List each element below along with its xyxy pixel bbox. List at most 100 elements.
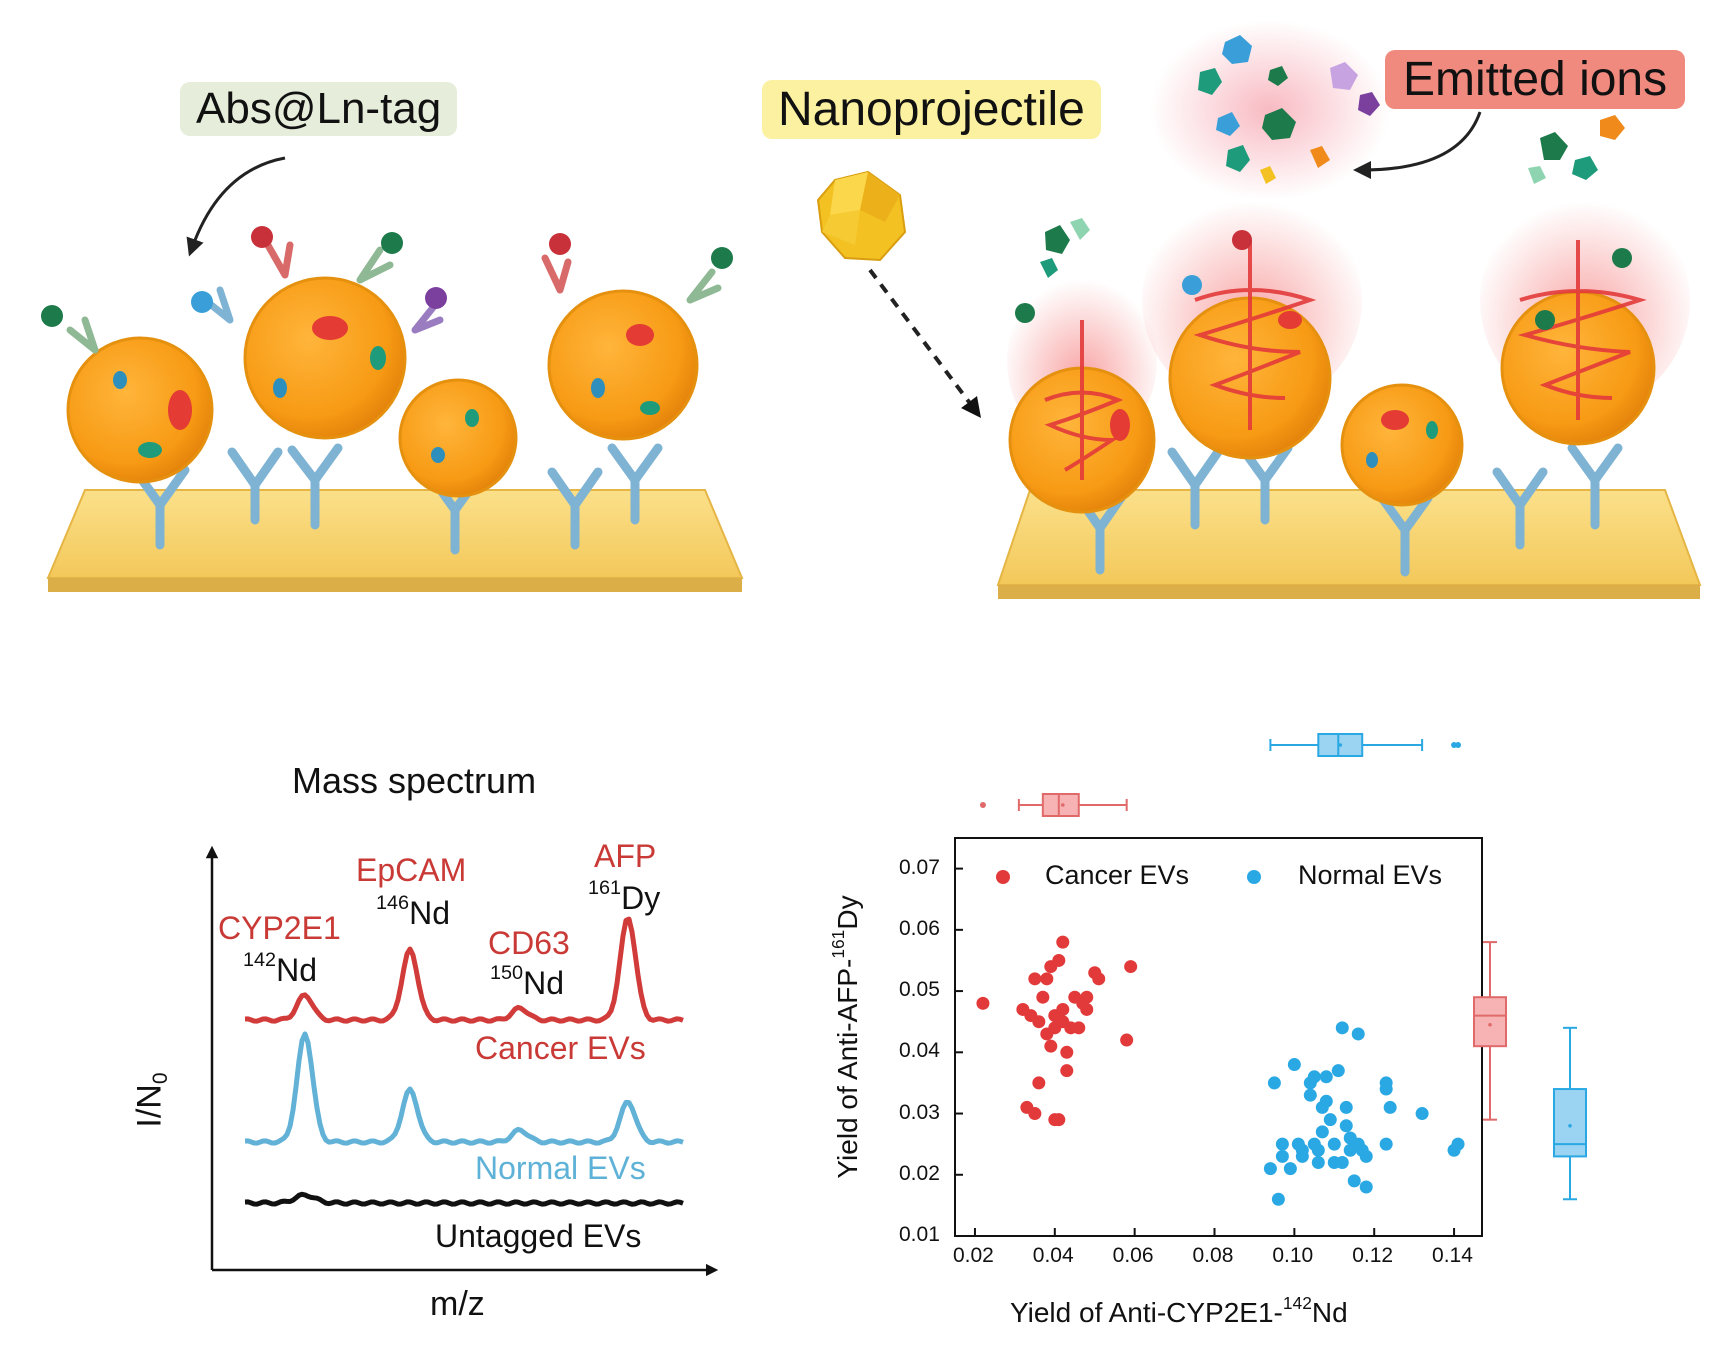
scatter-point [1052,953,1066,967]
ln-tags-right [1015,230,1632,330]
y-tick-label: 0.07 [899,855,940,879]
spectrum-title: Mass spectrum [292,760,537,801]
scatter-point [1379,1076,1393,1090]
projectile-trajectory [868,268,981,418]
scatter-point [1331,1064,1345,1078]
box-body-y [1553,1088,1587,1158]
scatter-point [1379,1137,1393,1151]
scatter-point [1072,1021,1086,1035]
scatter-point [1120,1033,1134,1047]
scatter-point [1339,1119,1353,1133]
ev-vesicles-left [66,276,699,498]
capture-antibodies-right [1072,443,1623,577]
x-tick-label: 0.08 [1192,1244,1234,1267]
box-mean-x [1060,803,1065,807]
scatter-point [1311,1143,1325,1157]
impact-spirals [1044,240,1647,480]
spectrum-trace-cancer [244,916,684,1024]
abs-tag-label: Abs@Ln-tag [180,82,458,136]
panel-impact [816,20,1702,599]
scatter-point [1040,972,1054,986]
scatter-point [1283,1162,1297,1176]
scatter-y-ticks [955,867,963,1237]
emitted-ion-crystals [1040,35,1625,278]
x-tick-label: 0.12 [1352,1244,1394,1267]
y-tick-label: 0.04 [899,1039,940,1063]
box-mean-y [1568,1123,1572,1128]
trace-label-normal: Normal EVs [475,1150,646,1186]
legend-marker-cancer [996,870,1010,884]
scatter-point [1124,960,1138,974]
y-tick-label: 0.02 [899,1161,940,1185]
scatter-point [1311,1156,1325,1170]
scatter-point [1036,990,1050,1004]
legend-label-normal: Normal EVs [1298,860,1443,890]
spectrum-trace-normal [244,1031,684,1146]
x-tick-label: 0.04 [1032,1244,1074,1267]
curved-arrow-tag [186,156,286,257]
scatter-point [1383,1100,1397,1114]
x-tick-label: 0.02 [952,1244,994,1267]
scatter-y-label: Yield of Anti-AFP-161Dy [827,895,863,1179]
scatter-point [1048,1113,1062,1127]
ev-spots-left [113,316,660,463]
scatter-points [976,935,1465,1206]
scatter-point [1263,1162,1277,1176]
y-tick-label: 0.05 [899,978,940,1002]
curved-arrow-ions [1353,111,1482,179]
scatter-boxplots [979,733,1587,1201]
ln-tags-left [41,226,733,327]
scatter-point [1319,1070,1333,1084]
scatter-point [1451,1137,1465,1151]
scatter-point [1295,1143,1309,1157]
box-mean-x [1338,743,1343,747]
legend-label-cancer: Cancer EVs [1045,860,1190,890]
peak-marker-afp: AFP [594,838,657,874]
x-tick-label: 0.06 [1112,1244,1154,1267]
ev-spots-right [1110,311,1438,468]
scatter-x-ticks [973,1228,1456,1236]
scatter-point [1287,1058,1301,1072]
scatter-point [1056,1002,1070,1016]
emitted-ions-label: Emitted ions [1385,50,1686,109]
spectrum-panel [205,845,719,1277]
panel-tagging [41,156,744,592]
y-tick-label: 0.03 [899,1100,940,1124]
scatter-point [1319,1094,1333,1108]
scatter-point [1359,1180,1373,1194]
scatter-point [1307,1070,1321,1084]
nanoprojectile-icon [816,170,907,262]
scatter-point [1032,1015,1046,1029]
scatter-plot-frame [954,837,1483,1237]
scatter-point [1044,1039,1058,1053]
box-body-x [1041,793,1080,817]
scatter-point [1080,1002,1094,1016]
legend-marker-normal [1247,870,1261,884]
scatter-point [1335,1021,1349,1035]
scatter-point [1060,1064,1074,1078]
scatter-point [976,996,990,1010]
scatter-point [1323,1113,1337,1127]
scatter-point [1347,1174,1361,1188]
trace-label-cancer: Cancer EVs [475,1030,646,1066]
spectrum-x-label: m/z [430,1285,485,1323]
peak-isotope-146nd: 146Nd [376,892,450,931]
scatter-point [1092,972,1106,986]
scatter-point [1032,1076,1046,1090]
scatter-point [1267,1076,1281,1090]
box-mean-y [1488,1022,1492,1027]
scatter-point [1335,1156,1349,1170]
scatter-point [1056,935,1070,949]
scatter-point [1351,1027,1365,1041]
scatter-point [1275,1137,1289,1151]
box-body-y [1473,996,1507,1048]
scatter-panel [954,733,1587,1237]
scatter-point [1315,1125,1329,1139]
peak-marker-epcam: EpCAM [356,852,467,888]
scatter-point [1339,1100,1353,1114]
peak-isotope-150nd: 150Nd [490,962,564,1001]
scatter-point [1080,990,1094,1004]
y-tick-label: 0.06 [899,916,940,940]
peak-marker-cyp2e1: CYP2E1 [218,910,341,946]
